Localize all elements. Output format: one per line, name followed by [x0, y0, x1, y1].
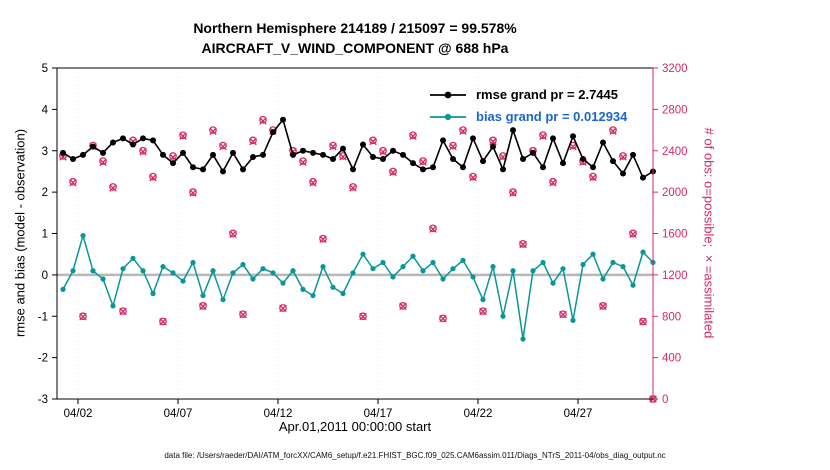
x-tick-label: 04/12: [264, 408, 293, 420]
left-tick-label: -2: [38, 353, 48, 365]
x-axis-label: Apr.01,2011 00:00:00 start: [278, 419, 432, 434]
right-tick-label: 3200: [662, 63, 688, 75]
chart-title-line2: AIRCRAFT_V_WIND_COMPONENT @ 688 hPa: [201, 40, 509, 56]
legend-item-bias: bias grand pr = 0.012934: [429, 109, 627, 124]
legend-swatch-rmse-line-icon: [430, 91, 466, 98]
x-tick-label: 04/02: [64, 408, 93, 420]
x-axis-ticks: 04/02 04/07 04/12 04/17 04/22 04/27: [64, 399, 593, 420]
left-tick-label: 2: [42, 187, 48, 199]
legend-swatch-bias-line-icon: [430, 113, 466, 120]
right-tick-label: 2000: [662, 187, 688, 199]
possible-obs-scatter: [59, 115, 657, 403]
rmse-series: [60, 116, 656, 181]
right-tick-label: 400: [662, 353, 681, 365]
left-tick-label: 1: [42, 229, 48, 241]
right-tick-label: 1200: [662, 270, 688, 282]
x-tick-label: 04/27: [564, 408, 593, 420]
right-tick-label: 2400: [662, 146, 688, 158]
left-axis-label: rmse and bias (model - observation): [12, 128, 28, 338]
left-tick-label: 4: [42, 104, 49, 116]
data-file-caption: data file: /Users/raeder/DAI/ATM_forcXX/…: [164, 451, 666, 460]
right-tick-label: 1600: [662, 229, 688, 241]
right-axis-label: # of obs: o=possible; ×=assimilated: [701, 127, 717, 339]
right-axis-ticks: 3200 2800 2400 2000 1600 1200 800 400 0: [653, 63, 688, 406]
left-tick-label: 0: [42, 270, 48, 282]
x-tick-label: 04/07: [164, 408, 193, 420]
left-axis-ticks: 5 4 3 2 1 0 -1 -2 -3: [38, 63, 57, 406]
right-tick-label: 800: [662, 311, 681, 323]
x-tick-label: 04/22: [464, 408, 493, 420]
left-tick-label: 5: [42, 63, 48, 75]
x-tick-label: 04/17: [364, 408, 393, 420]
left-tick-label: -3: [38, 394, 48, 406]
assimilated-obs-scatter: [59, 117, 657, 403]
chart-title-line1: Northern Hemisphere 214189 / 215097 = 99…: [193, 20, 517, 36]
right-tick-label: 2800: [662, 104, 688, 116]
legend-label-rmse: rmse grand pr = 2.7445: [476, 87, 618, 102]
legend-label-bias: bias grand pr = 0.012934: [476, 109, 628, 124]
legend-item-rmse: rmse grand pr = 2.7445: [429, 87, 627, 102]
bias-series: [60, 232, 656, 342]
legend: rmse grand pr = 2.7445 bias grand pr = 0…: [429, 87, 627, 124]
left-tick-label: -1: [38, 311, 48, 323]
right-tick-label: 0: [662, 394, 668, 406]
left-tick-label: 3: [42, 146, 48, 158]
